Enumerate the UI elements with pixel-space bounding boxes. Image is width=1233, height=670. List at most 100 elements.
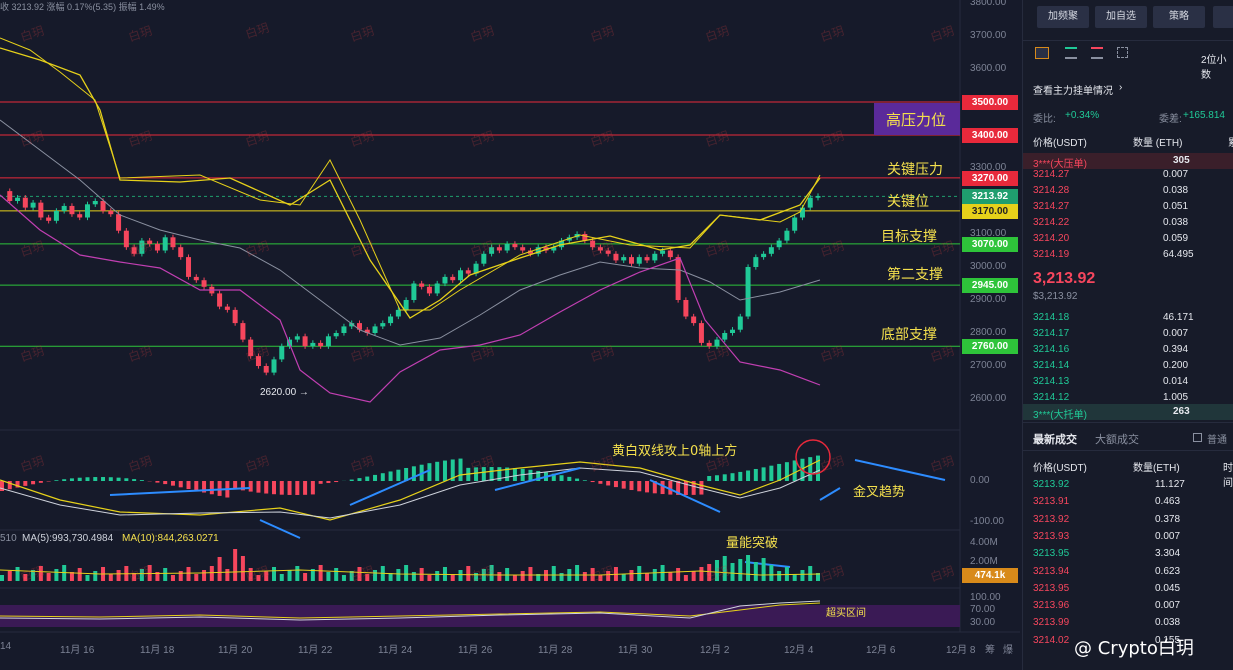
orderbook-row[interactable]: 3214.22 0.038 bbox=[1023, 215, 1233, 231]
orderbook-row[interactable]: 3214.16 0.394 bbox=[1023, 342, 1233, 358]
orderbook-row[interactable]: 3214.17 0.007 bbox=[1023, 326, 1233, 342]
trade-qty: 0.155 bbox=[1155, 634, 1181, 646]
date-label: 11月 30 bbox=[618, 645, 653, 656]
candle-body bbox=[69, 205, 75, 215]
date-label: 11月 24 bbox=[378, 645, 413, 656]
trade-qty: 0.007 bbox=[1155, 530, 1181, 542]
orderbook-row[interactable]: 3214.27 0.007 bbox=[1023, 167, 1233, 183]
candle-body bbox=[543, 247, 549, 251]
trade-price: 3213.92 bbox=[1033, 479, 1070, 490]
more-button[interactable] bbox=[1213, 6, 1233, 28]
volume-bar bbox=[116, 570, 121, 581]
level-tag: 3070.00 bbox=[962, 236, 1018, 252]
macd-bar bbox=[746, 470, 751, 481]
macd-bar bbox=[31, 481, 36, 485]
order-qty: 0.394 bbox=[1163, 344, 1189, 355]
orderbook-row[interactable]: 3214.27 0.051 bbox=[1023, 199, 1233, 215]
candle-body bbox=[372, 326, 378, 333]
volume-bar bbox=[170, 575, 175, 581]
depth-both-icon[interactable] bbox=[1035, 47, 1049, 59]
macd-bar bbox=[264, 481, 269, 494]
candle-body bbox=[792, 217, 798, 231]
candle-body bbox=[240, 323, 246, 340]
candle-body bbox=[512, 243, 518, 248]
orderbook-row[interactable]: 3214.14 0.200 bbox=[1023, 358, 1233, 374]
strategy-button[interactable]: 策略 bbox=[1153, 6, 1205, 28]
macd-bar bbox=[598, 481, 603, 484]
orderbook-row[interactable]: 3214.20 0.059 bbox=[1023, 231, 1233, 247]
volume-bar bbox=[38, 566, 43, 581]
orderbook-row[interactable]: 3214.18 46.171 bbox=[1023, 310, 1233, 326]
candle-body bbox=[92, 201, 98, 205]
price-axis-label: 3700.00 bbox=[970, 30, 1007, 41]
depth-ask-icon[interactable] bbox=[1091, 47, 1103, 59]
candle-body bbox=[434, 283, 440, 294]
orderbook-row[interactable]: 3214.19 64.495 bbox=[1023, 247, 1233, 263]
candle-body bbox=[30, 202, 36, 208]
last-price-usd: $3,213.92 bbox=[1033, 291, 1078, 302]
macd-bar bbox=[505, 467, 510, 481]
volume-bar bbox=[621, 574, 626, 581]
col-price-header: 价格(USDT) bbox=[1033, 138, 1087, 149]
tab-latest-trades[interactable]: 最新成交 bbox=[1033, 434, 1077, 446]
candle-body bbox=[224, 306, 230, 310]
orderbook-row[interactable]: 3214.13 0.014 bbox=[1023, 374, 1233, 390]
volume-bar bbox=[225, 569, 230, 581]
volume-bar bbox=[551, 566, 556, 581]
macd-bar bbox=[54, 480, 59, 481]
volume-tag: 474.1k bbox=[962, 568, 1018, 583]
orderbook-link[interactable]: 查看主力挂单情况 bbox=[1033, 86, 1113, 97]
order-price: 3214.18 bbox=[1033, 312, 1070, 323]
add-frequency-button[interactable]: 加频聚 bbox=[1037, 6, 1089, 28]
macd-bar bbox=[497, 467, 502, 481]
normal-label: 普通 bbox=[1207, 435, 1227, 446]
orderbook-panel: 加频聚 加自选 策略 2位小数 查看主力挂单情况 › 委比: +0.34% 委差:… bbox=[1022, 0, 1233, 670]
highlight-circle bbox=[795, 439, 831, 475]
annotation-arrow bbox=[259, 519, 301, 539]
depth-bid-icon[interactable] bbox=[1065, 47, 1077, 59]
macd-bar bbox=[404, 467, 409, 481]
macd-bar bbox=[427, 463, 432, 481]
macd-bar bbox=[178, 481, 183, 488]
candle-body bbox=[123, 230, 129, 248]
date-label: 12月 2 bbox=[700, 645, 730, 656]
macd-dea bbox=[0, 467, 821, 519]
trade-price: 3213.95 bbox=[1033, 582, 1070, 594]
big-ask-qty: 305 bbox=[1173, 155, 1190, 166]
macd-bar bbox=[248, 481, 253, 492]
volume-bar bbox=[691, 571, 696, 581]
macd-bar bbox=[303, 481, 308, 495]
macd-bar bbox=[139, 480, 144, 481]
candle-body bbox=[61, 205, 67, 211]
candle-body bbox=[53, 210, 59, 221]
date-label: 12月 6 bbox=[866, 645, 896, 656]
col-more-header: 累 bbox=[1228, 134, 1233, 149]
macd-bar bbox=[108, 477, 113, 481]
candle-body bbox=[395, 309, 401, 317]
expand-icon[interactable] bbox=[1117, 47, 1128, 58]
volume-bar bbox=[310, 569, 315, 581]
normal-checkbox[interactable] bbox=[1193, 433, 1202, 442]
diff-label: 委差: bbox=[1159, 114, 1182, 125]
orderbook-row[interactable]: 3214.12 1.005 bbox=[1023, 390, 1233, 406]
candle-body bbox=[582, 234, 588, 241]
annotation-arrow bbox=[744, 561, 791, 568]
candle-body bbox=[116, 214, 122, 231]
add-watchlist-button[interactable]: 加自选 bbox=[1095, 6, 1147, 28]
trade-row: 3213.92 11.127 bbox=[1023, 477, 1233, 493]
volume-bar bbox=[287, 570, 292, 581]
order-qty: 0.014 bbox=[1163, 376, 1189, 387]
volume-bar bbox=[0, 575, 4, 581]
tab-big-trades[interactable]: 大额成交 bbox=[1095, 434, 1139, 446]
volume-bar bbox=[248, 568, 253, 581]
level-tag: 2760.00 bbox=[962, 339, 1018, 355]
precision-select[interactable]: 2位小数 bbox=[1201, 55, 1227, 81]
orderbook-row[interactable]: 3214.28 0.038 bbox=[1023, 183, 1233, 199]
volume-bar bbox=[186, 567, 191, 581]
price-axis-label: 2900.00 bbox=[970, 294, 1007, 305]
candle-body bbox=[465, 270, 471, 274]
chart-area[interactable]: 收 3213.92 涨幅 0.17%(5.35) 振幅 1.49% 白玥 白玥 白玥… bbox=[0, 0, 1020, 670]
golden-cross-annotation: 金叉趋势 bbox=[853, 485, 906, 500]
order-qty: 64.495 bbox=[1163, 249, 1194, 260]
trade-price: 3213.96 bbox=[1033, 600, 1070, 612]
